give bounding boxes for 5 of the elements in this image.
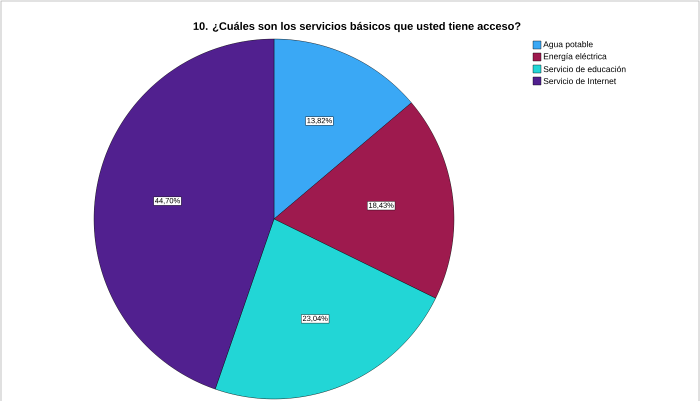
chart-title: 10. ¿Cuáles son los servicios básicos que usted tiene acceso? bbox=[194, 22, 520, 32]
legend-label: Servicio de Internet bbox=[544, 78, 616, 84]
legend-label: Agua potable bbox=[543, 41, 593, 49]
legend-label: Energía eléctrica bbox=[544, 53, 607, 61]
legend-label: Servicio de educación bbox=[544, 66, 626, 72]
